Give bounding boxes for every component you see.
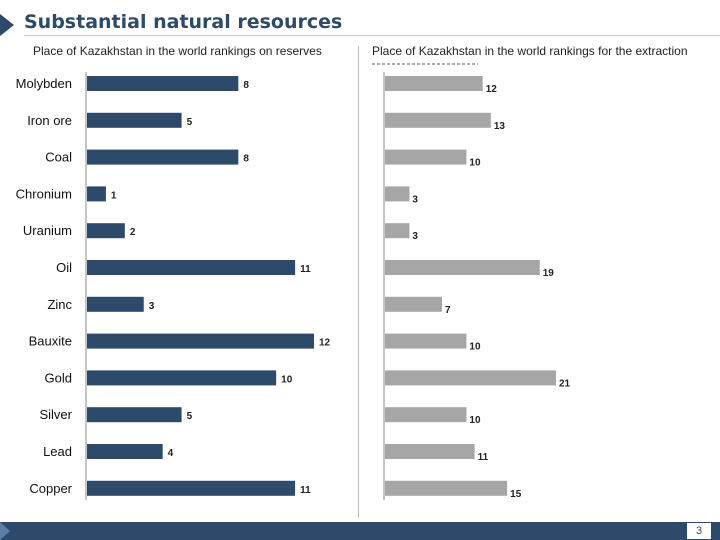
reserves-value-iron-ore: 5 <box>187 117 193 128</box>
extraction-bar-silver <box>385 407 467 423</box>
extraction-value-silver: 10 <box>469 415 481 426</box>
extraction-value-molybden: 12 <box>486 84 498 95</box>
reserves-bar-silver <box>87 407 182 423</box>
reserves-value-lead: 4 <box>168 448 174 459</box>
extraction-bar-coal <box>385 149 467 165</box>
extraction-value-bauxite: 10 <box>469 342 481 353</box>
reserves-bar-molybden <box>87 76 239 91</box>
extraction-value-chronium: 3 <box>412 194 418 205</box>
reserves-value-uranium: 2 <box>130 227 136 238</box>
reserves-bar-zinc <box>87 296 144 312</box>
extraction-bar-molybden <box>385 76 483 91</box>
reserves-chart-title: Place of Kazakhstan in the world ranking… <box>33 44 322 58</box>
panel-divider <box>358 46 359 518</box>
reserves-value-coal: 8 <box>243 154 249 165</box>
reserves-value-chronium: 1 <box>111 190 117 201</box>
category-label-chronium: Chronium <box>16 186 72 201</box>
extraction-bar-copper <box>385 480 508 496</box>
category-label-lead: Lead <box>43 444 72 459</box>
extraction-value-oil: 19 <box>543 268 555 279</box>
reserves-bars: Molybden 8 Iron ore 5 Coal 8 Chronium 1 Uranium 2… <box>16 72 331 500</box>
page-title: Substantial natural resources <box>24 11 343 33</box>
category-label-oil: Oil <box>56 260 72 275</box>
reserves-value-bauxite: 12 <box>319 338 331 349</box>
reserves-bar-copper <box>87 480 296 496</box>
reserves-bar-iron-ore <box>87 112 182 128</box>
extraction-bar-iron-ore <box>385 112 491 128</box>
reserves-bar-lead <box>87 444 163 459</box>
reserves-value-zinc: 3 <box>149 301 155 312</box>
extraction-value-coal: 10 <box>469 158 481 169</box>
reserves-bar-gold <box>87 370 277 386</box>
extraction-value-lead: 11 <box>478 452 489 463</box>
reserves-bar-oil <box>87 260 296 275</box>
title-marker <box>0 14 14 36</box>
reserves-bar-chronium <box>87 186 106 202</box>
extraction-bars: 12 13 10 3 3 19 7 10 21 10 11 15 <box>383 72 571 500</box>
extraction-chart-title: Place of Kazakhstan in the world ranking… <box>372 44 688 58</box>
extraction-bar-lead <box>385 444 475 459</box>
reserves-bar-coal <box>87 149 239 165</box>
extraction-value-uranium: 3 <box>412 231 418 242</box>
category-label-molybden: Molybden <box>16 76 72 91</box>
extraction-value-gold: 21 <box>559 378 571 389</box>
category-label-gold: Gold <box>45 370 72 385</box>
extraction-bar-oil <box>385 260 540 275</box>
category-label-iron-ore: Iron ore <box>27 113 72 128</box>
footer-bar <box>0 522 720 540</box>
extraction-value-zinc: 7 <box>445 305 451 316</box>
extraction-bar-uranium <box>385 223 410 239</box>
reserves-value-silver: 5 <box>187 411 193 422</box>
category-label-coal: Coal <box>45 150 72 165</box>
page-number: 3 <box>686 522 712 540</box>
category-label-bauxite: Bauxite <box>29 334 72 349</box>
rankings-chart: Molybden 8 Iron ore 5 Coal 8 Chronium 1 Uranium 2… <box>16 63 571 500</box>
extraction-value-iron-ore: 13 <box>494 121 506 132</box>
category-label-copper: Copper <box>29 481 72 496</box>
title-rule <box>24 35 720 36</box>
category-label-uranium: Uranium <box>23 223 72 238</box>
category-label-silver: Silver <box>39 407 72 422</box>
extraction-value-copper: 15 <box>510 489 522 500</box>
reserves-bar-bauxite <box>87 333 314 349</box>
extraction-bar-chronium <box>385 186 410 202</box>
extraction-bar-zinc <box>385 296 442 312</box>
extraction-bar-gold <box>385 370 556 386</box>
category-label-zinc: Zinc <box>47 297 72 312</box>
reserves-bar-uranium <box>87 223 125 239</box>
reserves-value-copper: 11 <box>300 485 311 496</box>
footer-accent <box>0 522 10 540</box>
extraction-bar-bauxite <box>385 333 467 349</box>
reserves-value-molybden: 8 <box>243 80 249 91</box>
reserves-value-oil: 11 <box>300 264 311 275</box>
reserves-value-gold: 10 <box>281 374 293 385</box>
